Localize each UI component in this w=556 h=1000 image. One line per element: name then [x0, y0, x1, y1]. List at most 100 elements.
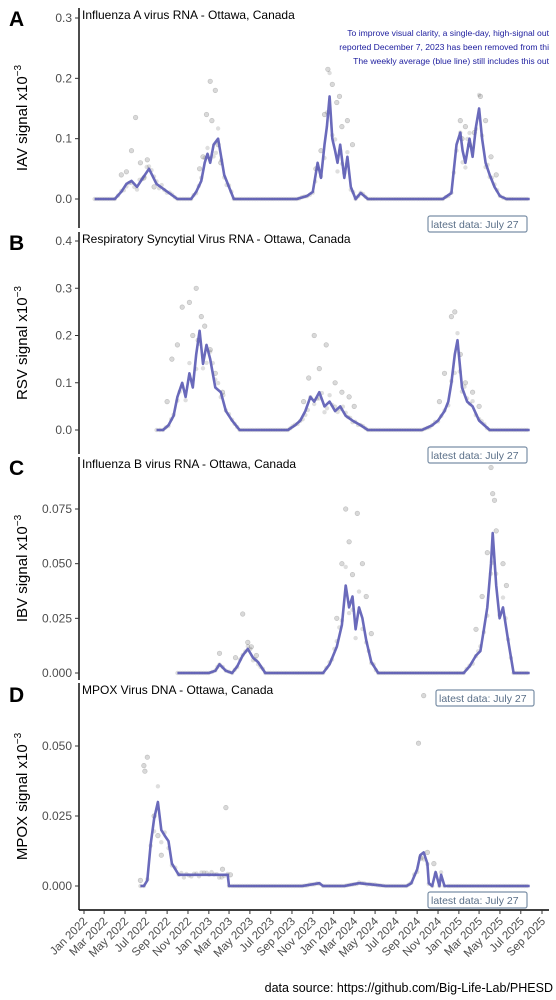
observation-point — [490, 491, 496, 497]
observation-point — [209, 117, 215, 124]
y-tick-label: 0.050 — [42, 557, 72, 571]
observation-point — [500, 561, 506, 567]
observation-point — [215, 380, 221, 386]
observation-point — [470, 399, 475, 404]
observation-point — [503, 582, 510, 589]
observation-point — [203, 111, 210, 118]
panel-title: Influenza A virus RNA - Ottawa, Canada — [82, 8, 295, 22]
observation-point — [183, 398, 188, 403]
panel-a: A 0.0 0.1 0.2 0.3 IAV signal x10−3 Influenza A… — [9, 8, 550, 233]
observation-point — [488, 464, 494, 471]
observation-point — [322, 410, 327, 415]
observation-point — [332, 380, 338, 386]
y-tick-label: 0.050 — [42, 739, 72, 753]
observation-point — [345, 150, 350, 155]
observation-point — [301, 399, 307, 405]
observation-point — [321, 111, 328, 118]
observation-point — [146, 164, 152, 169]
observation-point — [213, 150, 219, 155]
panel-letter: A — [9, 8, 24, 31]
observation-point — [219, 866, 226, 872]
observation-point — [323, 342, 329, 348]
observation-point — [306, 375, 312, 381]
latest-data-text: latest data: July 27 — [431, 895, 519, 907]
observation-point — [467, 130, 472, 136]
observation-point — [353, 635, 358, 641]
observation-point — [476, 92, 482, 98]
observation-point — [421, 692, 427, 699]
observation-point — [159, 840, 164, 845]
observation-point — [197, 166, 203, 172]
panel-letter: C — [9, 457, 24, 480]
observation-point — [431, 860, 437, 867]
observation-point — [339, 561, 345, 567]
observation-point — [344, 117, 351, 124]
observation-point — [343, 564, 348, 570]
weekly-average-line — [177, 531, 530, 675]
y-tick-label: 0.075 — [42, 502, 72, 516]
observation-point — [335, 169, 340, 174]
weekly-average-line — [156, 329, 530, 432]
y-axis-label: MPOX signal x10−3 — [13, 732, 31, 860]
observation-point — [325, 66, 331, 72]
observation-point — [202, 323, 208, 329]
observation-point — [311, 332, 317, 339]
y-tick-label: 0.0 — [55, 192, 72, 206]
observation-point — [164, 399, 170, 405]
observation-point — [339, 389, 345, 395]
y-tick-label: 0.025 — [42, 611, 72, 625]
observation-point — [349, 571, 356, 578]
latest-data-text: latest data: July 27 — [439, 693, 527, 705]
observation-point — [448, 314, 455, 320]
observation-point — [212, 87, 218, 93]
plot-area — [92, 66, 530, 202]
observation-point — [134, 187, 140, 192]
observation-point — [151, 184, 157, 190]
observation-point — [155, 784, 161, 789]
observation-point — [215, 126, 221, 131]
observation-point — [174, 342, 180, 348]
observation-point — [158, 852, 164, 858]
data-source-caption: data source: https://github.com/Big-Life… — [265, 981, 553, 995]
observation-point — [205, 145, 210, 151]
observation-point — [219, 875, 224, 880]
observation-point — [232, 655, 239, 661]
panel-title: MPOX Virus DNA - Ottawa, Canada — [82, 683, 274, 697]
note-line: reported December 7, 2023 has been remov… — [339, 42, 549, 52]
observation-point — [359, 561, 366, 567]
observation-point — [155, 832, 161, 839]
observation-point — [327, 393, 332, 398]
observation-point — [346, 539, 352, 545]
observation-point — [193, 285, 199, 291]
weekly-average-line — [140, 800, 530, 888]
observation-point — [181, 875, 187, 880]
plot-area — [154, 285, 530, 433]
y-tick-label: 0.2 — [55, 71, 72, 85]
observation-point — [339, 123, 345, 130]
observation-point — [462, 380, 469, 386]
latest-data-badge: latest data: July 27 — [435, 689, 535, 707]
latest-data-text: latest data: July 27 — [431, 450, 519, 462]
observation-point — [137, 877, 143, 884]
y-axis-label: RSV signal x10−3 — [13, 286, 31, 400]
observation-point — [488, 154, 494, 160]
observation-point — [204, 360, 209, 365]
y-tick-label: 0.000 — [42, 666, 72, 680]
observation-point — [479, 593, 485, 600]
panels-layer: A 0.0 0.1 0.2 0.3 IAV signal x10−3 Influenza A… — [9, 8, 550, 910]
observation-point — [223, 804, 229, 811]
note-line: The weekly average (blue line) still inc… — [353, 56, 549, 66]
observation-point — [142, 768, 148, 774]
clarity-note: To improve visual clarity, a single-day,… — [339, 28, 549, 66]
observation-point — [141, 762, 147, 769]
observation-point — [216, 650, 223, 656]
observation-point — [144, 164, 149, 170]
panel-letter: D — [9, 684, 24, 707]
observation-point — [207, 78, 213, 84]
observation-point — [470, 389, 476, 395]
panel-d: D 0.000 0.025 0.050 MPOX signal x10−3 MPOX Vi… — [9, 683, 530, 910]
panel-c: C 0.000 0.025 0.050 0.075 IBV signal x10−3 Inf… — [9, 457, 535, 707]
latest-data-text: latest data: July 27 — [431, 219, 519, 231]
observation-point — [424, 849, 431, 856]
